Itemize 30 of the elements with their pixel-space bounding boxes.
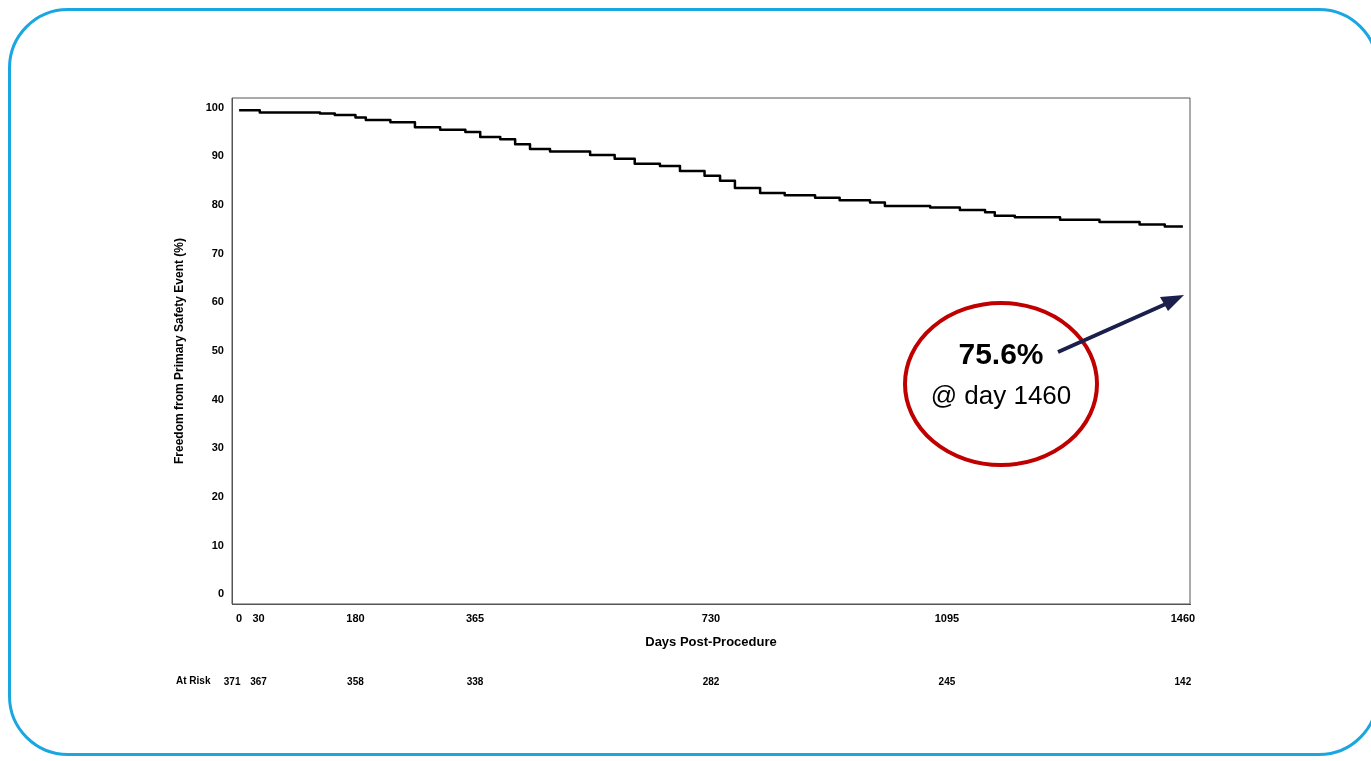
x-tick-label: 30 <box>252 611 265 624</box>
text: 367 <box>250 675 268 687</box>
text: At Risk <box>176 675 211 686</box>
x-tick-label: 365 <box>465 611 485 624</box>
y-tick-label: 30 <box>211 441 224 454</box>
text: 282 <box>702 675 720 687</box>
text: 371 <box>223 675 241 687</box>
annotation: @ day 1460 <box>929 380 1073 411</box>
x-tick-label: 180 <box>346 611 365 624</box>
y-tick-label: 40 <box>211 392 224 405</box>
x-tick-label: 730 <box>701 611 721 624</box>
y-tick-label: 20 <box>211 489 224 502</box>
x-tick-label: 0 <box>236 611 243 624</box>
text: 142 <box>1174 675 1192 687</box>
y-tick-label: 0 <box>217 587 224 600</box>
x-tick-label: 1095 <box>934 611 960 624</box>
y-tick-label: 60 <box>211 295 224 308</box>
text: 358 <box>347 675 365 687</box>
text: 338 <box>466 675 484 687</box>
y-tick-label: 70 <box>211 246 224 259</box>
x-tick-label: 1460 <box>1170 611 1196 624</box>
y-axis-title: Freedom from Primary Safety Event (%) <box>171 237 186 465</box>
y-tick-label: 100 <box>205 100 224 113</box>
text: 245 <box>938 675 956 687</box>
annotation: 75.6% <box>957 337 1045 371</box>
y-tick-label: 80 <box>211 198 224 211</box>
y-tick-label: 50 <box>211 344 224 357</box>
x-axis-title: Days Post-Procedure <box>645 633 777 649</box>
y-tick-label: 90 <box>211 149 224 162</box>
y-tick-label: 10 <box>211 538 224 551</box>
